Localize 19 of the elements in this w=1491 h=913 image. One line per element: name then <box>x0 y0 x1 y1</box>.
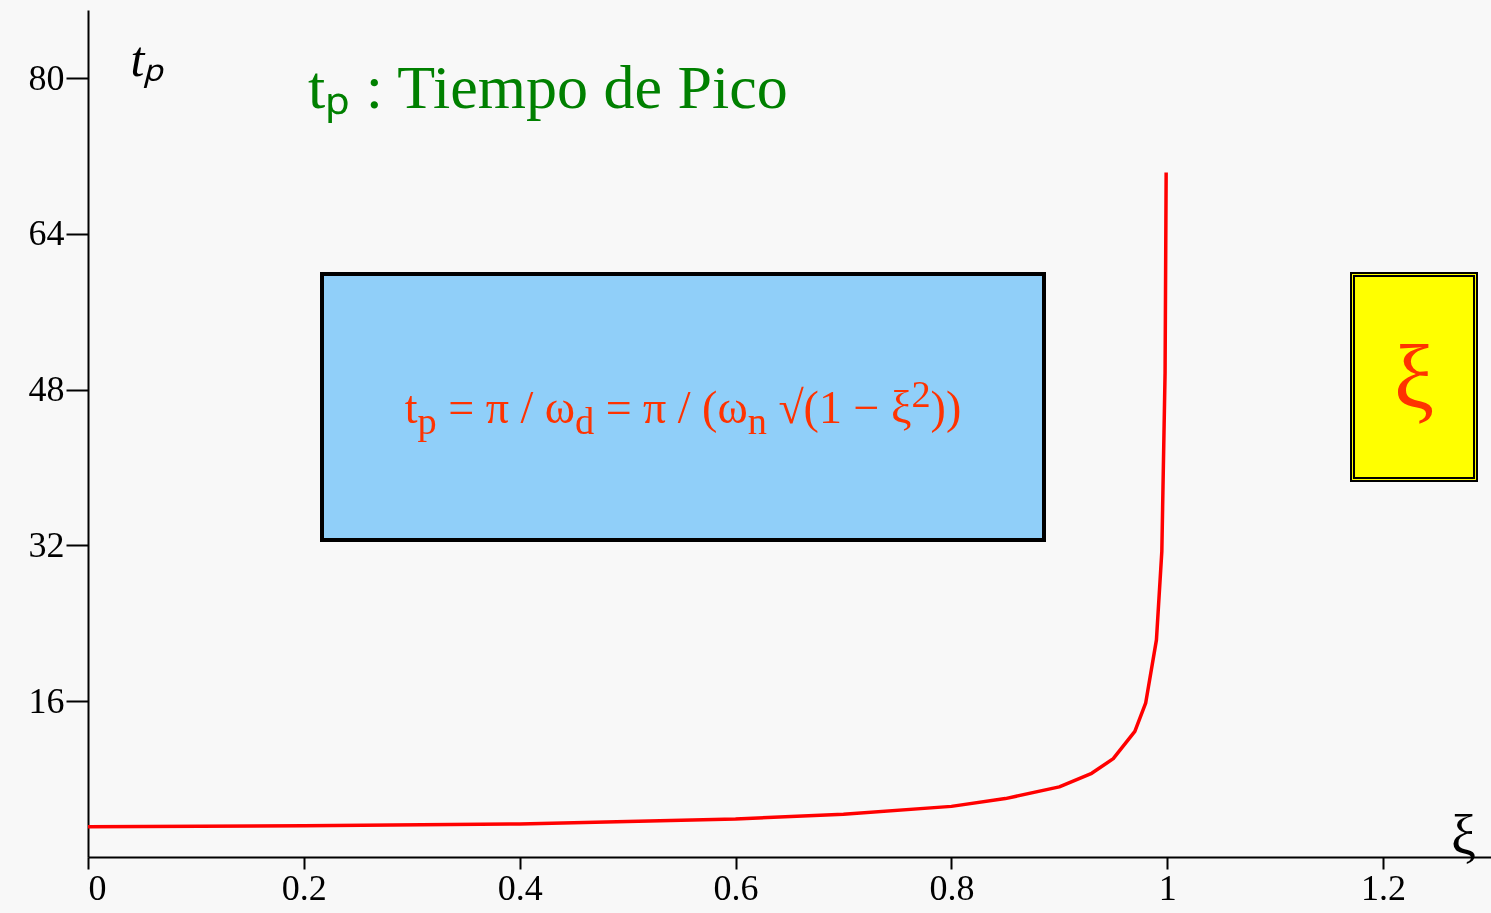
annotation: ξ <box>1393 326 1435 429</box>
line-series <box>88 170 1168 829</box>
y-axis-title: tₚ <box>130 30 166 88</box>
text: tₚ : Tiempo de Pico <box>308 53 788 123</box>
y-tick-label: 48 <box>28 369 65 410</box>
y-tick-label: 16 <box>28 680 65 721</box>
y-tick-label: 32 <box>28 524 65 565</box>
x-axis-title: ξ <box>1451 803 1476 866</box>
x-tick-label: 0.8 <box>929 867 975 908</box>
y-tick-label: 80 <box>28 57 65 98</box>
x-tick-label: 0 <box>88 867 107 908</box>
x-tick-label: 0.2 <box>281 867 327 908</box>
x-tick-label: 1.2 <box>1361 867 1407 908</box>
formula-box: t$_{p}$ = π / ω$_{d}$ = π / (ω$_{n}$ √(1 − ξ$^{2}$)) <box>320 272 1046 542</box>
x-tick-label: 0.6 <box>713 867 759 908</box>
x-tick-label: 1 <box>1158 867 1177 908</box>
y-tick-label: 64 <box>28 213 65 254</box>
symbol-box: ξ <box>1350 272 1478 482</box>
x-tick-label: 0.4 <box>497 867 543 908</box>
